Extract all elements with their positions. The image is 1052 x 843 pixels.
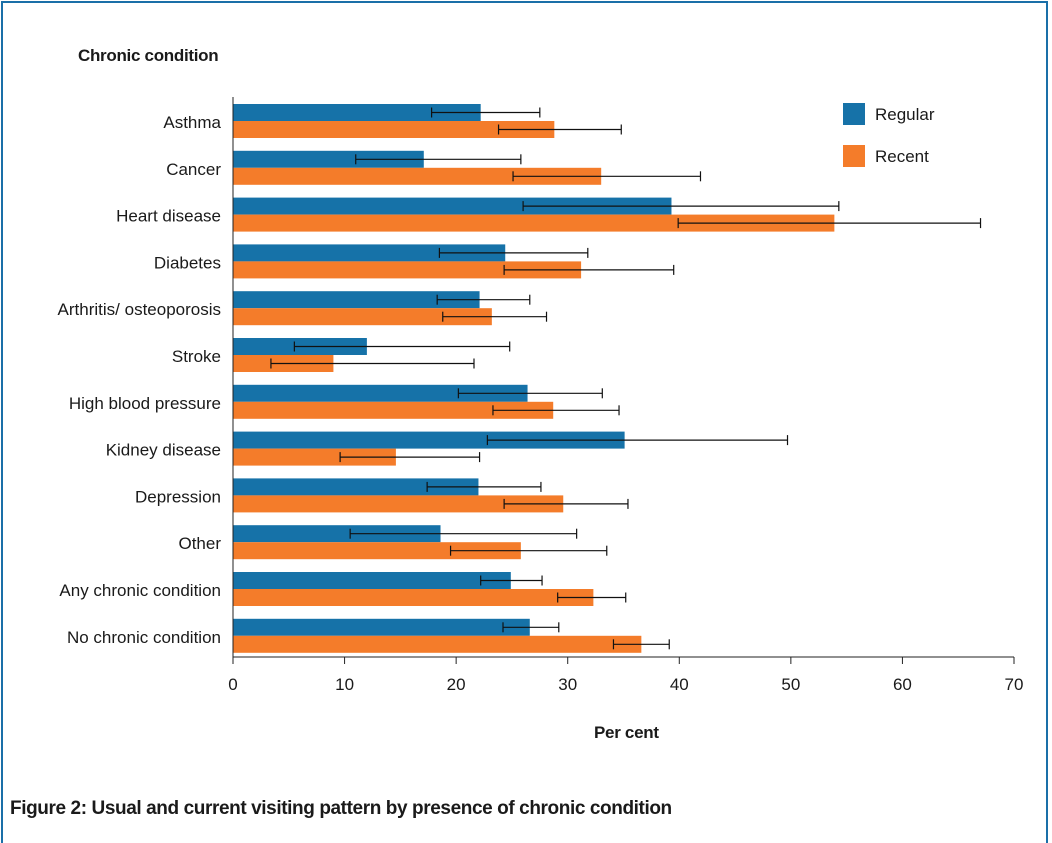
bar-regular-other — [233, 525, 441, 543]
bar-regular-any-chronic-condition — [233, 572, 511, 589]
x-tick-label-50: 50 — [781, 675, 800, 694]
category-label-no-chronic-condition: No chronic condition — [67, 628, 221, 647]
bar-recent-diabetes — [233, 261, 582, 279]
x-tick-label-20: 20 — [447, 675, 466, 694]
bar-regular-no-chronic-condition — [233, 618, 530, 636]
bar-recent-heart-disease — [233, 214, 835, 232]
bar-recent-any-chronic-condition — [233, 589, 594, 606]
category-label-diabetes: Diabetes — [154, 253, 221, 272]
x-tick-label-0: 0 — [228, 675, 237, 694]
bar-regular-kidney-disease — [233, 431, 625, 449]
legend-swatch-regular — [843, 103, 865, 125]
bar-recent-high-blood-pressure — [233, 401, 554, 419]
bar-recent-kidney-disease — [233, 448, 396, 466]
bar-recent-asthma — [233, 121, 555, 138]
legend-swatch-recent — [843, 145, 865, 167]
bar-recent-cancer — [233, 167, 602, 185]
x-tick-label-70: 70 — [1005, 675, 1024, 694]
category-label-high-blood-pressure: High blood pressure — [69, 394, 221, 413]
bar-regular-asthma — [233, 104, 481, 121]
x-tick-label-60: 60 — [893, 675, 912, 694]
x-axis-title: Per cent — [594, 723, 659, 742]
figure-caption: Figure 2: Usual and current visiting pat… — [10, 798, 672, 819]
bar-regular-high-blood-pressure — [233, 384, 528, 402]
bar-regular-cancer — [233, 150, 424, 168]
category-label-arthritis-osteoporosis: Arthritis/ osteoporosis — [58, 300, 221, 319]
category-label-asthma: Asthma — [163, 113, 221, 132]
x-tick-label-10: 10 — [335, 675, 354, 694]
bar-recent-depression — [233, 495, 564, 513]
category-label-heart-disease: Heart disease — [116, 207, 221, 226]
category-label-depression: Depression — [135, 487, 221, 506]
bar-regular-diabetes — [233, 244, 506, 262]
bar-recent-other — [233, 542, 521, 560]
category-label-cancer: Cancer — [166, 160, 221, 179]
bar-recent-no-chronic-condition — [233, 635, 642, 653]
x-tick-label-30: 30 — [558, 675, 577, 694]
category-label-any-chronic-condition: Any chronic condition — [59, 581, 221, 600]
y-axis-title: Chronic condition — [78, 46, 219, 65]
bar-recent-arthritis-osteoporosis — [233, 308, 492, 326]
legend-label-regular: Regular — [875, 105, 935, 124]
x-tick-label-40: 40 — [670, 675, 689, 694]
category-label-stroke: Stroke — [172, 347, 221, 366]
bar-regular-depression — [233, 478, 479, 496]
category-label-kidney-disease: Kidney disease — [106, 441, 221, 460]
bar-regular-heart-disease — [233, 197, 672, 215]
bar-regular-arthritis-osteoporosis — [233, 291, 480, 309]
legend-label-recent: Recent — [875, 147, 929, 166]
category-label-other: Other — [178, 534, 221, 553]
